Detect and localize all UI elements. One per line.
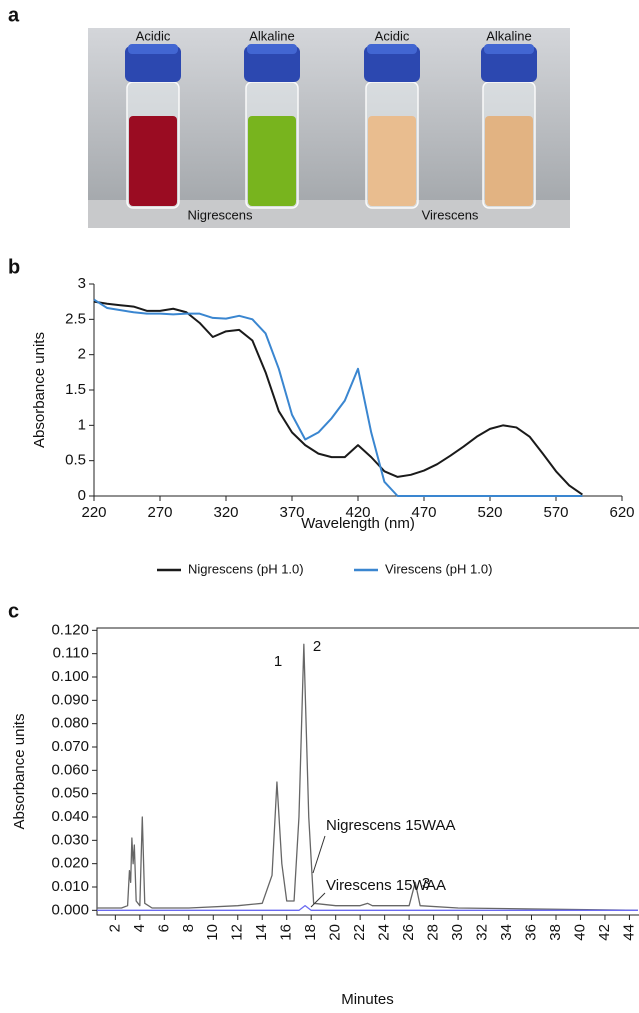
y-tick-label: 0.060: [51, 761, 89, 778]
y-tick-label: 0.090: [51, 691, 89, 708]
y-tick-label: 0.020: [51, 855, 89, 872]
data-line: [93, 298, 583, 497]
vial-cap-top: [247, 44, 297, 54]
x-tick-label: 16: [278, 924, 295, 941]
x-tick-label: 2: [106, 924, 123, 932]
x-tick-label: 22: [351, 924, 368, 941]
y-tick-label: 2.5: [65, 310, 86, 327]
x-tick-label: 40: [571, 924, 588, 941]
data-line: [97, 643, 639, 911]
x-tick-label: 24: [376, 924, 393, 941]
annotation-arrow: [310, 892, 326, 908]
data-line: [97, 905, 638, 911]
x-tick-label: 20: [327, 924, 344, 941]
legend-label: Virescens (pH 1.0): [385, 561, 492, 576]
vial-label: Acidic: [136, 28, 171, 43]
x-tick-label: 32: [474, 924, 491, 941]
x-tick-label: 370: [279, 504, 304, 521]
y-tick-label: 0.080: [51, 715, 89, 732]
plot-frame: [96, 627, 639, 916]
vial-liquid: [368, 116, 416, 206]
vial-cap: [481, 46, 537, 82]
peak-label: 2: [313, 638, 321, 655]
vial-liquid: [248, 116, 296, 206]
x-tick-label: 220: [81, 504, 106, 521]
y-tick-label: 1: [78, 416, 86, 433]
vial-cap: [244, 46, 300, 82]
x-tick-label: 28: [425, 924, 442, 941]
panel-label: c: [8, 600, 19, 622]
x-tick-label: 320: [213, 504, 238, 521]
x-tick-label: 6: [155, 924, 172, 932]
annotation-arrow: [312, 835, 326, 874]
x-tick-label: 42: [596, 924, 613, 941]
y-tick-label: 0.5: [65, 452, 86, 469]
x-tick-label: 8: [180, 924, 197, 932]
vial-liquid: [129, 116, 177, 206]
x-tick-label: 420: [345, 504, 370, 521]
y-tick-label: 1.5: [65, 381, 86, 398]
panel-label: b: [8, 256, 20, 278]
x-tick-label: 26: [400, 924, 417, 941]
x-tick-label: 12: [229, 924, 246, 941]
y-tick-label: 0.110: [53, 645, 89, 662]
vial-label: Alkaline: [486, 28, 532, 43]
panel-label: a: [8, 4, 20, 26]
y-tick-label: 2: [78, 346, 86, 363]
x-tick-label: 520: [477, 504, 502, 521]
x-tick-label: 38: [547, 924, 564, 941]
x-tick-label: 14: [253, 924, 270, 941]
vial-cap-top: [128, 44, 178, 54]
y-tick-label: 0.100: [51, 668, 89, 685]
peak-label: 3: [422, 875, 430, 892]
peak-label: 1: [274, 653, 282, 670]
y-tick-label: 0.030: [51, 831, 89, 848]
y-tick-label: 3: [78, 275, 86, 292]
y-tick-label: 0.040: [51, 808, 89, 825]
y-tick-label: 0.120: [51, 621, 89, 638]
x-tick-label: 4: [131, 924, 148, 932]
x-tick-label: 34: [498, 924, 515, 941]
sample-label: Virescens: [422, 207, 479, 222]
x-axis-title: Minutes: [341, 991, 394, 1008]
x-tick-label: 30: [449, 924, 466, 941]
y-tick-label: 0.050: [51, 785, 89, 802]
x-tick-label: 620: [609, 504, 634, 521]
y-axis-title: Absorbance units: [11, 714, 28, 830]
vial-cap: [364, 46, 420, 82]
annotation: Virescens 15WAA: [326, 877, 446, 894]
sample-label: Nigrescens: [187, 207, 253, 222]
x-tick-label: 470: [411, 504, 436, 521]
y-axis-title: Absorbance units: [31, 332, 48, 448]
vials: Acidic Alkaline Acidic Alkaline: [125, 28, 537, 209]
x-tick-label: 36: [522, 924, 539, 941]
y-tick-label: 0.070: [51, 738, 89, 755]
legend-label: Nigrescens (pH 1.0): [188, 561, 304, 576]
vial-label: Alkaline: [249, 28, 295, 43]
vial-cap: [125, 46, 181, 82]
annotation: Nigrescens 15WAA: [326, 817, 456, 834]
x-tick-label: 270: [147, 504, 172, 521]
data-line: [93, 300, 583, 496]
x-tick-label: 18: [302, 924, 319, 941]
x-axis-title: Wavelength (nm): [301, 515, 415, 532]
x-tick-label: 570: [543, 504, 568, 521]
vial-cap-top: [484, 44, 534, 54]
vial-liquid: [485, 116, 533, 206]
x-tick-label: 44: [620, 924, 637, 941]
x-tick-label: 10: [204, 924, 221, 941]
vial-cap-top: [367, 44, 417, 54]
y-tick-label: 0: [78, 487, 86, 504]
y-tick-label: 0.010: [51, 878, 89, 895]
y-tick-label: 0.000: [51, 901, 89, 918]
vial-label: Acidic: [375, 28, 410, 43]
